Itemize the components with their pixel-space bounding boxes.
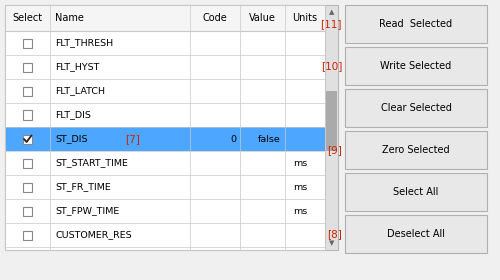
Text: ms: ms: [293, 207, 307, 216]
Bar: [5, 31, 325, 55]
Text: ST_DIS: ST_DIS: [55, 134, 88, 143]
Text: ms: ms: [293, 158, 307, 167]
FancyBboxPatch shape: [345, 131, 487, 169]
Text: [8]: [8]: [327, 229, 342, 239]
Bar: [5, 223, 325, 247]
Bar: [23, 183, 32, 192]
Text: ST_FPW_TIME: ST_FPW_TIME: [55, 207, 120, 216]
Text: Select: Select: [12, 13, 42, 23]
Text: CUSTOMER_RES: CUSTOMER_RES: [55, 230, 132, 239]
Text: Select All: Select All: [394, 187, 438, 197]
Text: ms: ms: [293, 183, 307, 192]
Text: ▼: ▼: [329, 240, 334, 246]
Text: Read  Selected: Read Selected: [380, 19, 452, 29]
Text: [11]: [11]: [320, 19, 342, 29]
FancyBboxPatch shape: [345, 47, 487, 85]
Text: Zero Selected: Zero Selected: [382, 145, 450, 155]
Text: [7]: [7]: [125, 134, 140, 144]
Text: Units: Units: [292, 13, 318, 23]
Text: Write Selected: Write Selected: [380, 61, 452, 71]
Bar: [23, 207, 32, 216]
Text: Code: Code: [202, 13, 228, 23]
Bar: [5, 79, 325, 103]
Bar: [23, 158, 32, 167]
Bar: [5, 5, 325, 31]
Text: Name: Name: [55, 13, 84, 23]
Text: 0: 0: [230, 134, 236, 143]
Text: false: false: [258, 134, 281, 143]
Bar: [5, 5, 338, 250]
FancyBboxPatch shape: [345, 173, 487, 211]
Text: [9]: [9]: [327, 145, 342, 155]
Text: [10]: [10]: [320, 61, 342, 71]
Text: Clear Selected: Clear Selected: [380, 103, 452, 113]
Text: ST_START_TIME: ST_START_TIME: [55, 158, 128, 167]
Bar: [5, 55, 325, 79]
Bar: [5, 199, 325, 223]
Bar: [23, 134, 32, 143]
Text: FLT_THRESH: FLT_THRESH: [55, 39, 113, 48]
Text: FLT_HYST: FLT_HYST: [55, 62, 100, 71]
Text: ST_FR_TIME: ST_FR_TIME: [55, 183, 111, 192]
Bar: [5, 103, 325, 127]
FancyBboxPatch shape: [345, 215, 487, 253]
Bar: [5, 5, 325, 250]
Text: ▲: ▲: [329, 9, 334, 15]
Bar: [23, 230, 32, 239]
Text: Value: Value: [249, 13, 276, 23]
Text: FLT_DIS: FLT_DIS: [55, 111, 91, 120]
Bar: [23, 87, 32, 95]
Text: FLT_LATCH: FLT_LATCH: [55, 87, 105, 95]
Text: Deselect All: Deselect All: [387, 229, 445, 239]
Bar: [326, 91, 337, 151]
Bar: [5, 151, 325, 175]
Bar: [23, 62, 32, 71]
Bar: [23, 111, 32, 120]
Bar: [5, 175, 325, 199]
FancyBboxPatch shape: [345, 89, 487, 127]
Bar: [5, 127, 325, 151]
FancyBboxPatch shape: [345, 5, 487, 43]
Bar: [325, 5, 338, 250]
Bar: [23, 39, 32, 48]
